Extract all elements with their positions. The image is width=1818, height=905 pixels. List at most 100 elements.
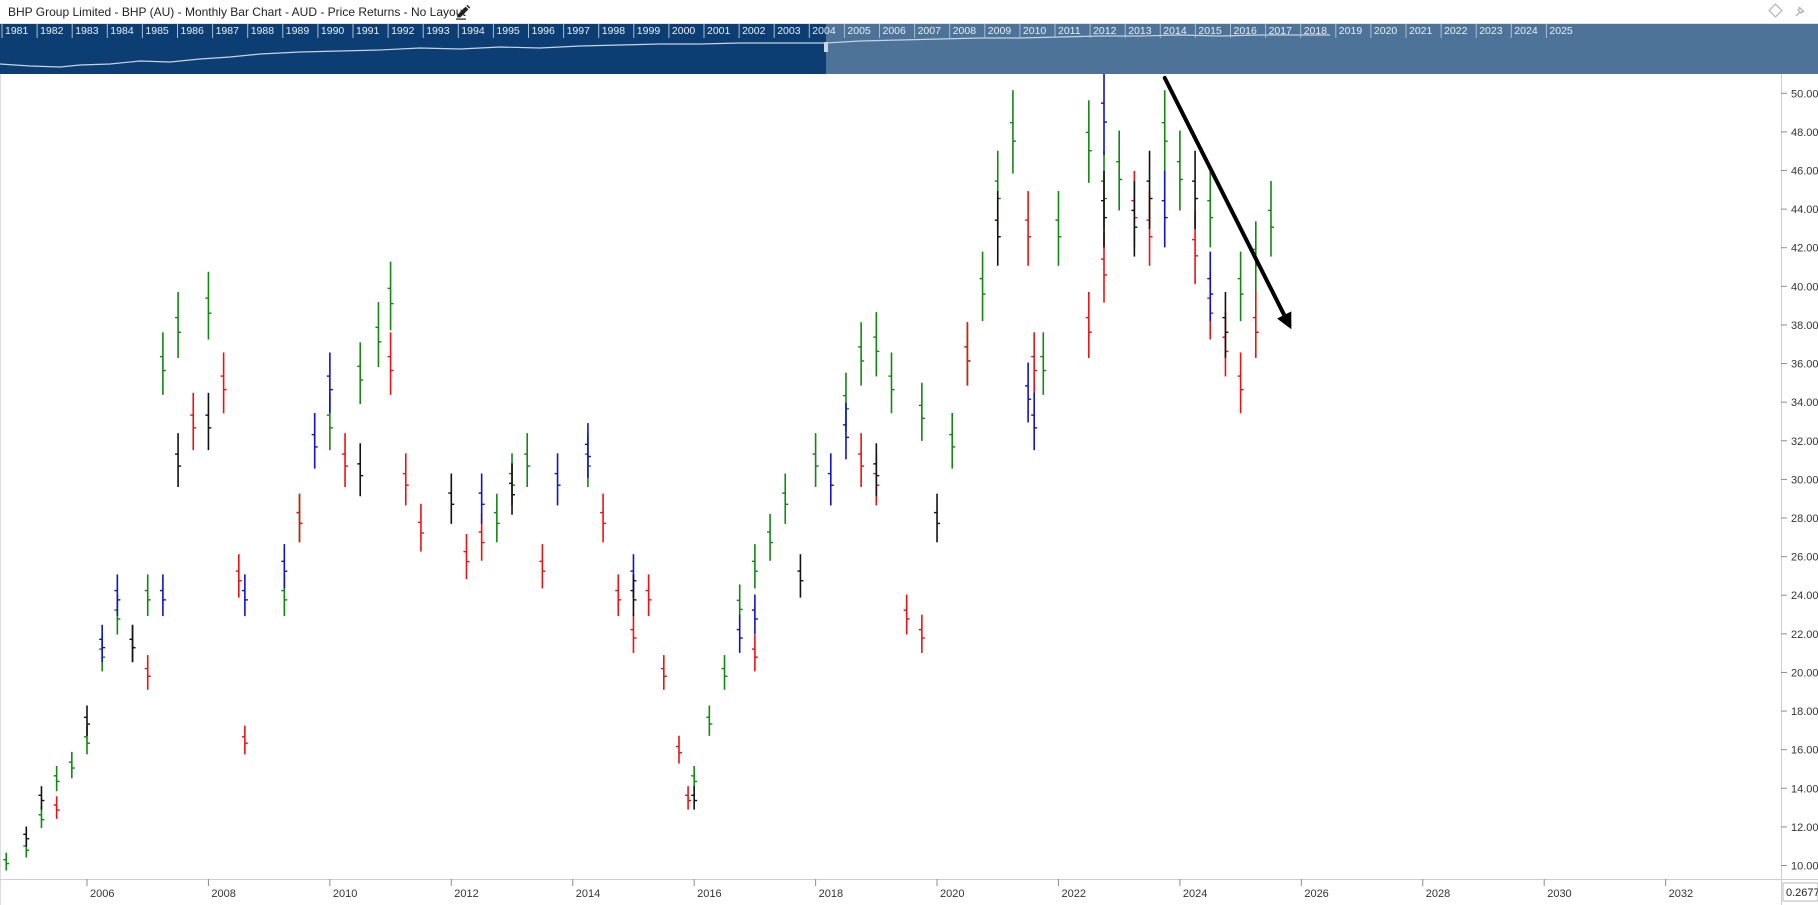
navigator-year-label: 1986 xyxy=(181,25,205,37)
price-bar xyxy=(721,655,728,690)
navigator-year-label: 1997 xyxy=(567,25,591,37)
price-bar xyxy=(342,433,349,488)
navigator-year-label: 2007 xyxy=(918,25,942,37)
navigator-year-label: 1990 xyxy=(321,25,345,37)
price-bar xyxy=(630,614,637,653)
navigator-year-label: 2018 xyxy=(1304,25,1328,37)
price-bar xyxy=(600,493,607,543)
price-bar xyxy=(241,574,248,617)
y-tick-label: 14.00 xyxy=(1791,783,1818,795)
navigator-year-label: 1995 xyxy=(496,25,520,37)
price-bar xyxy=(205,392,212,451)
price-bar xyxy=(99,624,106,663)
navigator-year-label: 1996 xyxy=(532,25,556,37)
y-tick-label: 48.00 xyxy=(1791,127,1818,139)
price-bar xyxy=(918,382,925,441)
navigator-handle[interactable] xyxy=(824,42,828,52)
price-bar xyxy=(159,332,166,395)
y-tick-label: 46.00 xyxy=(1791,166,1818,178)
price-bar xyxy=(1031,392,1038,451)
navigator-year-label: 2014 xyxy=(1163,25,1187,37)
price-bar xyxy=(190,392,197,451)
navigator-year-label: 2012 xyxy=(1093,25,1117,37)
y-tick-label: 30.00 xyxy=(1791,474,1818,486)
price-bar xyxy=(994,191,1001,266)
price-bar xyxy=(478,473,485,524)
navigator-selection[interactable] xyxy=(826,24,1818,74)
navigator-year-label: 2005 xyxy=(847,25,871,37)
corner-value: 0.2677 xyxy=(1786,887,1818,899)
y-tick-label: 20.00 xyxy=(1791,667,1818,679)
navigator-year-label: 1991 xyxy=(356,25,380,37)
price-bar xyxy=(751,544,758,589)
navigator-year-label: 1988 xyxy=(251,25,275,37)
price-bar xyxy=(949,412,956,469)
price-bar xyxy=(1267,180,1274,257)
price-bar xyxy=(311,412,318,469)
navigator-year-label: 1993 xyxy=(426,25,450,37)
navigator-year-label: 2000 xyxy=(672,25,696,37)
corner-value-box xyxy=(1782,882,1818,902)
price-bar xyxy=(23,826,30,847)
price-bar xyxy=(1252,291,1259,358)
price-bar xyxy=(827,453,834,506)
price-bar xyxy=(797,554,804,598)
price-bar xyxy=(1116,130,1123,211)
price-bar xyxy=(903,594,910,635)
price-bar xyxy=(812,433,819,488)
navigator-year-label: 2001 xyxy=(707,25,731,37)
price-bar xyxy=(934,493,941,543)
price-bar xyxy=(357,342,364,405)
y-tick-label: 10.00 xyxy=(1791,860,1818,872)
date-navigator[interactable]: 1981 1982 1983 1984 1985 1986 1987 1988 1989 1990… xyxy=(0,24,1818,74)
price-bar xyxy=(84,705,91,736)
price-bar xyxy=(660,655,667,690)
pencil-icon[interactable] xyxy=(454,3,472,21)
y-tick-label: 38.00 xyxy=(1791,320,1818,332)
price-bar xyxy=(38,786,45,810)
price-bar xyxy=(873,443,880,497)
x-tick-label: 2006 xyxy=(90,888,114,900)
price-bar xyxy=(1085,100,1092,183)
trend-arrow[interactable] xyxy=(1162,75,1292,330)
price-bar xyxy=(1207,251,1214,322)
y-tick-label: 24.00 xyxy=(1791,590,1818,602)
navigator-year-label: 2016 xyxy=(1234,25,1258,37)
y-tick-label: 12.00 xyxy=(1791,822,1818,834)
price-bar xyxy=(296,493,303,543)
navigator-year-label: 2006 xyxy=(883,25,907,37)
navigator-history-line xyxy=(0,34,1330,68)
navigator-year-label: 1985 xyxy=(145,25,169,37)
price-bar xyxy=(175,291,182,358)
x-tick-label: 2016 xyxy=(697,888,721,900)
price-bar xyxy=(175,433,182,488)
y-tick-label: 42.00 xyxy=(1791,243,1818,255)
price-bar xyxy=(1055,191,1062,266)
price-bar xyxy=(38,806,45,829)
x-tick-label: 2020 xyxy=(940,888,964,900)
price-bar xyxy=(615,574,622,617)
price-bar xyxy=(1161,170,1168,248)
diamond-icon[interactable] xyxy=(1768,3,1783,18)
y-tick-label: 26.00 xyxy=(1791,552,1818,564)
navigator-year-label: 1989 xyxy=(286,25,310,37)
navigator-year-labels: 1981 1982 1983 1984 1985 1986 1987 1988 1989 1990… xyxy=(1,24,1573,38)
title-bar: BHP Group Limited - BHP (AU) - Monthly B… xyxy=(0,0,1818,24)
navigator-year-label: 2010 xyxy=(1023,25,1047,37)
price-bar xyxy=(357,443,364,497)
x-tick-label: 2028 xyxy=(1426,888,1450,900)
navigator-year-label: 1987 xyxy=(216,25,240,37)
price-bar xyxy=(1040,332,1047,395)
chart-annotations[interactable] xyxy=(1162,75,1292,330)
price-bar xyxy=(736,614,743,653)
y-tick-label: 44.00 xyxy=(1791,204,1818,216)
price-bar xyxy=(463,534,470,580)
price-bar xyxy=(1192,150,1199,229)
price-bar xyxy=(1025,362,1032,423)
price-bars xyxy=(3,74,1274,871)
price-bar xyxy=(1101,74,1108,156)
price-bar xyxy=(842,402,849,460)
pin-icon[interactable] xyxy=(1795,6,1805,17)
bar-chart[interactable]: 10.00 12.00 14.00 16.00 18.00 20.00 22.00 24.00… xyxy=(0,74,1818,905)
price-bar xyxy=(782,473,789,524)
